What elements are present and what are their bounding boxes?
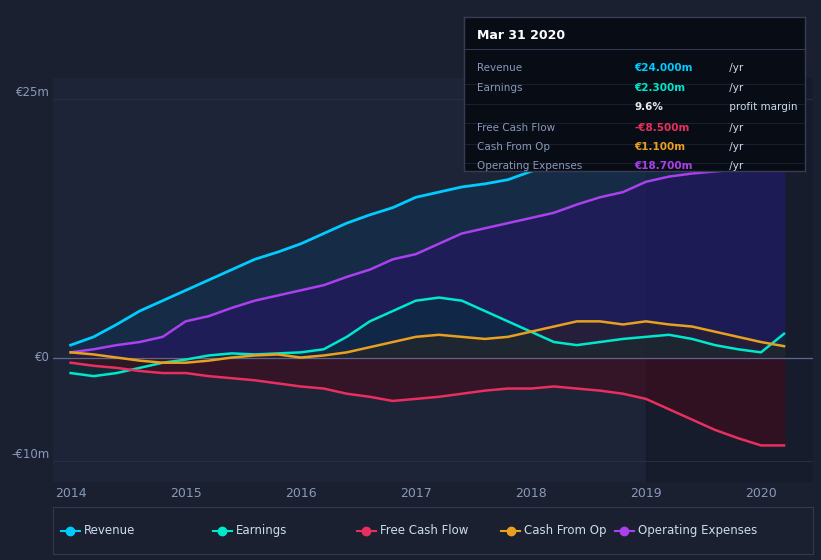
- Text: Free Cash Flow: Free Cash Flow: [380, 524, 468, 537]
- Text: /yr: /yr: [727, 142, 744, 152]
- Text: -€8.500m: -€8.500m: [635, 123, 690, 133]
- Text: Operating Expenses: Operating Expenses: [638, 524, 757, 537]
- Text: €24.000m: €24.000m: [635, 63, 693, 73]
- Text: Earnings: Earnings: [478, 83, 523, 93]
- Text: Operating Expenses: Operating Expenses: [478, 161, 583, 171]
- Text: Cash From Op: Cash From Op: [525, 524, 607, 537]
- Text: Revenue: Revenue: [84, 524, 135, 537]
- Text: €18.700m: €18.700m: [635, 161, 693, 171]
- Text: €2.300m: €2.300m: [635, 83, 686, 93]
- Text: /yr: /yr: [727, 161, 744, 171]
- Text: 9.6%: 9.6%: [635, 102, 663, 112]
- Bar: [646, 78, 813, 482]
- Text: Free Cash Flow: Free Cash Flow: [478, 123, 556, 133]
- Text: /yr: /yr: [727, 123, 744, 133]
- Text: Mar 31 2020: Mar 31 2020: [478, 29, 566, 42]
- Text: Revenue: Revenue: [478, 63, 523, 73]
- Text: profit margin: profit margin: [727, 102, 798, 112]
- Text: €0: €0: [34, 351, 49, 364]
- Text: -€10m: -€10m: [11, 448, 49, 461]
- Text: /yr: /yr: [727, 83, 744, 93]
- Text: Earnings: Earnings: [236, 524, 287, 537]
- Text: Cash From Op: Cash From Op: [478, 142, 551, 152]
- Text: €1.100m: €1.100m: [635, 142, 686, 152]
- Text: /yr: /yr: [727, 63, 744, 73]
- Text: €25m: €25m: [16, 86, 49, 99]
